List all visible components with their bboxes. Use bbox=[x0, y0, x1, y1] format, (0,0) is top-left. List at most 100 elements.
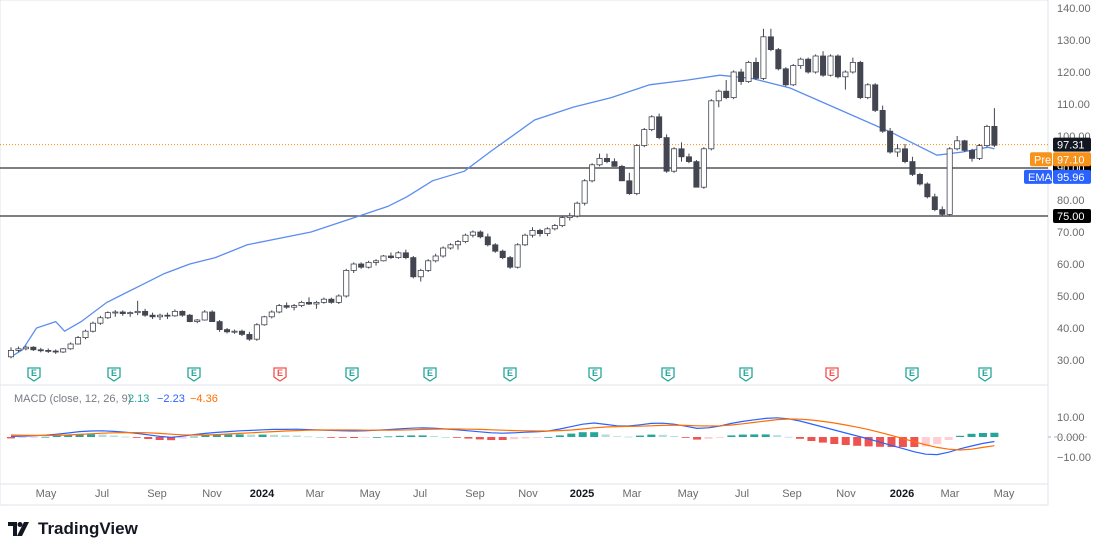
time-axis-label: Jul bbox=[735, 488, 749, 500]
macd-hist-value: 2.13 bbox=[128, 393, 149, 405]
macd-line bbox=[10, 417, 995, 456]
candle-body bbox=[916, 173, 923, 185]
macd-title: MACD (close, 12, 26, 9) bbox=[14, 393, 131, 405]
macd-histogram-bar bbox=[464, 437, 473, 439]
macd-histogram-bar bbox=[658, 434, 667, 437]
macd-histogram-bar bbox=[292, 435, 301, 437]
time-axis-label: Mar bbox=[306, 488, 325, 500]
candle-body bbox=[983, 126, 990, 147]
candle-body bbox=[633, 145, 640, 195]
macd-histogram-bar bbox=[704, 437, 713, 439]
earnings-marker-label: E bbox=[427, 368, 433, 378]
candle-body bbox=[373, 260, 380, 263]
candle-body bbox=[134, 310, 141, 314]
earnings-marker bbox=[588, 367, 602, 382]
time-axis-label: Mar bbox=[941, 488, 960, 500]
macd-histogram-bar bbox=[384, 436, 393, 438]
macd-histogram-bar bbox=[281, 435, 290, 437]
candle-body bbox=[268, 311, 275, 318]
macd-histogram-bar bbox=[727, 435, 736, 437]
macd-histogram-bar bbox=[750, 434, 759, 437]
candle-body bbox=[209, 311, 216, 323]
macd-histogram-bar bbox=[796, 437, 805, 439]
macd-histogram-bar bbox=[761, 434, 770, 437]
earnings-marker-label: E bbox=[349, 368, 355, 378]
ema-name-tag bbox=[1024, 169, 1052, 184]
time-axis-label: May bbox=[360, 488, 381, 500]
time-axis-label: Sep bbox=[147, 488, 167, 500]
candle-body bbox=[522, 234, 529, 246]
candle-body bbox=[305, 301, 312, 305]
candle-body bbox=[313, 301, 320, 305]
candle-body bbox=[67, 343, 74, 350]
candle-body bbox=[201, 311, 208, 321]
candle-body bbox=[52, 350, 59, 353]
macd-histogram-bar bbox=[487, 437, 496, 440]
candle-body bbox=[283, 305, 290, 308]
macd-histogram-bar bbox=[613, 436, 622, 437]
ema-price-value: 95.96 bbox=[1057, 172, 1085, 184]
tradingview-wordmark: TradingView bbox=[38, 519, 138, 538]
macd-histogram-bar bbox=[601, 434, 610, 437]
macd-histogram-bar bbox=[41, 436, 50, 438]
candle-body bbox=[261, 316, 268, 326]
candle-body bbox=[156, 314, 163, 318]
macd-histogram-bar bbox=[407, 435, 416, 437]
candle-body bbox=[45, 349, 52, 352]
candle-body bbox=[685, 156, 692, 163]
macd-histogram-bar bbox=[247, 434, 256, 437]
candle-body bbox=[827, 55, 834, 76]
macd-histogram-bar bbox=[715, 437, 724, 438]
time-axis-label: Sep bbox=[782, 488, 802, 500]
candle-body bbox=[216, 321, 223, 331]
candle-body bbox=[253, 324, 260, 340]
candle-body bbox=[626, 180, 633, 195]
macd-histogram-bar bbox=[681, 437, 690, 438]
candle-body bbox=[939, 209, 946, 215]
candle-body bbox=[961, 140, 968, 151]
macd-histogram-bar bbox=[87, 434, 96, 437]
candle-body bbox=[648, 116, 655, 131]
candle-body bbox=[730, 71, 737, 99]
chart-svg: 140.00130.00120.00110.00100.0090.0080.00… bbox=[0, 0, 1091, 506]
candle-body bbox=[380, 255, 387, 262]
candle-body bbox=[298, 301, 305, 306]
candle-body bbox=[149, 314, 156, 318]
macd-histogram-bar bbox=[418, 435, 427, 437]
level-tag-label: 75.00 bbox=[1057, 211, 1085, 223]
candle-body bbox=[395, 252, 402, 259]
macd-histogram-bar bbox=[7, 437, 15, 439]
earnings-marker-label: E bbox=[592, 368, 598, 378]
earnings-marker-label: E bbox=[665, 368, 671, 378]
candle-body bbox=[931, 196, 938, 211]
candle-body bbox=[969, 149, 976, 159]
candle-body bbox=[849, 62, 856, 73]
candle-body bbox=[447, 244, 454, 249]
macd-histogram-bar bbox=[956, 435, 965, 437]
macd-histogram-bar bbox=[921, 437, 930, 447]
macd-histogram-bar bbox=[121, 436, 130, 438]
macd-histogram-bar bbox=[178, 437, 187, 439]
earnings-marker bbox=[107, 367, 121, 382]
macd-histogram-bar bbox=[98, 434, 107, 437]
tradingview-logo[interactable]: TradingView bbox=[8, 518, 138, 540]
earnings-marker bbox=[423, 367, 437, 382]
tradingview-logo-icon bbox=[8, 522, 29, 536]
macd-histogram-bar bbox=[155, 437, 164, 440]
price-axis-label: 80.00 bbox=[1057, 195, 1085, 207]
macd-histogram-bar bbox=[475, 437, 484, 440]
earnings-marker bbox=[905, 367, 919, 382]
candle-body bbox=[365, 261, 372, 268]
candle-body bbox=[589, 164, 596, 182]
macd-histogram-bar bbox=[635, 435, 644, 437]
candle-body bbox=[499, 250, 506, 258]
macd-histogram-bar bbox=[109, 435, 118, 437]
candle-body bbox=[805, 58, 812, 73]
time-axis-label: 2026 bbox=[890, 488, 914, 500]
candle-body bbox=[708, 100, 715, 150]
last-price-tag bbox=[1053, 137, 1091, 152]
time-axis-label: 2025 bbox=[570, 488, 594, 500]
macd-histogram-bar bbox=[841, 437, 850, 445]
candle-body bbox=[82, 330, 89, 339]
candle-body bbox=[574, 202, 581, 217]
